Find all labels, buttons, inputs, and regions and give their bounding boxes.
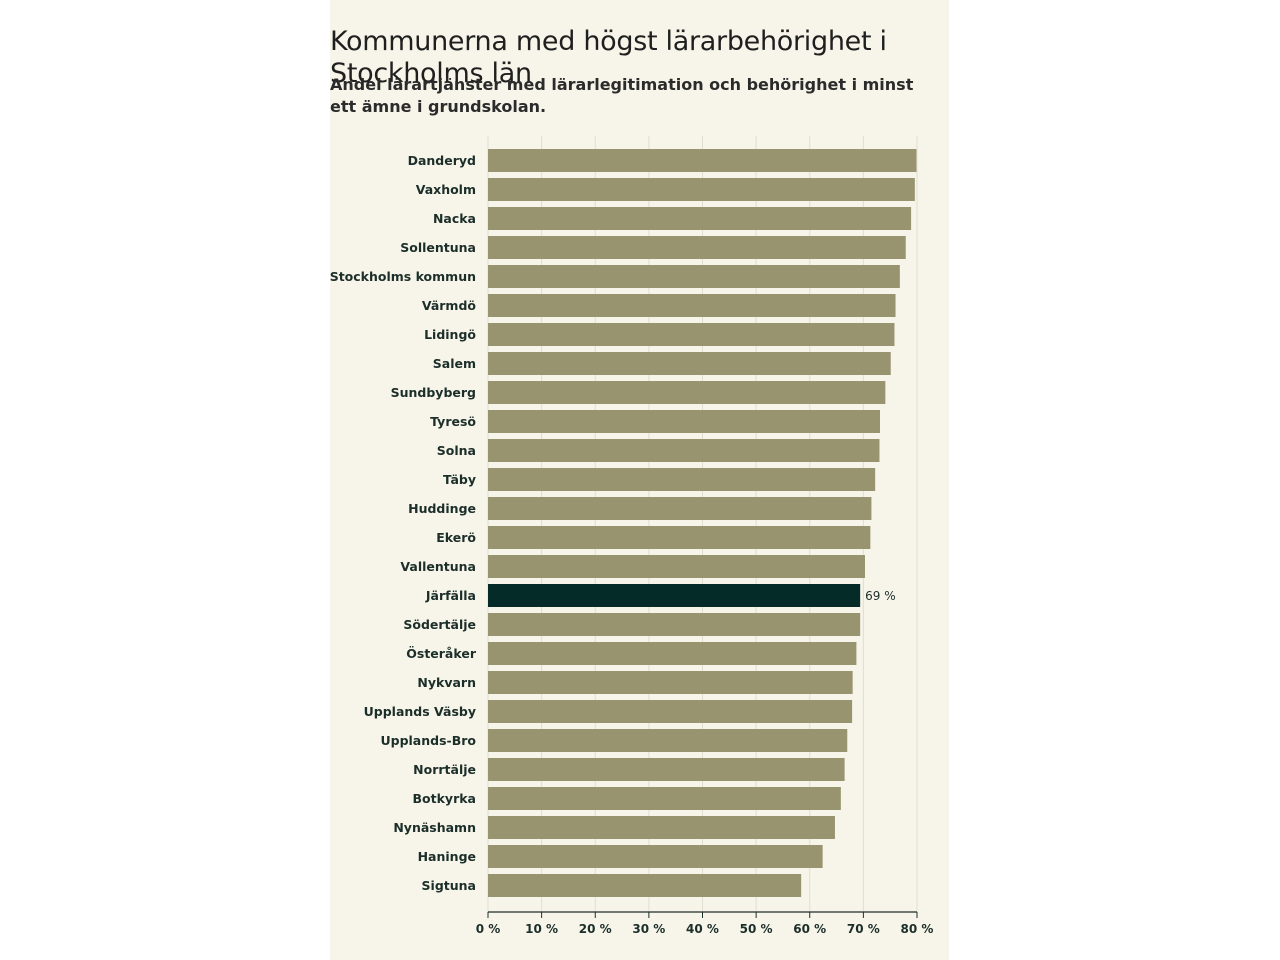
x-tick-label: 80 % xyxy=(901,922,934,936)
category-label: Vaxholm xyxy=(416,182,476,197)
category-labels: Danderyd Vaxholm Nacka Sollentuna Stockholms… xyxy=(330,153,896,893)
category-label: Nykvarn xyxy=(417,675,476,690)
category-label: Haninge xyxy=(418,849,476,864)
bar xyxy=(488,700,853,723)
category-label: Värmdö xyxy=(422,298,477,313)
bar xyxy=(488,671,853,694)
x-axis: 0 % 10 % 20 % 30 % 40 % 50 % 60 % 70 % 80 % xyxy=(476,911,934,936)
category-label: Lidingö xyxy=(424,327,476,342)
bar xyxy=(488,787,841,810)
bar xyxy=(488,265,900,288)
category-label: Upplands-Bro xyxy=(380,733,476,748)
category-label: Tyresö xyxy=(430,414,476,429)
bar xyxy=(488,816,835,839)
bar xyxy=(488,207,912,230)
bar xyxy=(488,294,896,317)
category-label: Täby xyxy=(443,472,476,487)
bar xyxy=(488,555,865,578)
x-tick-label: 50 % xyxy=(740,922,773,936)
bar xyxy=(488,526,871,549)
bar xyxy=(488,468,876,491)
x-tick-label: 20 % xyxy=(579,922,612,936)
bar xyxy=(488,352,891,375)
category-label: Huddinge xyxy=(408,501,476,516)
bar xyxy=(488,642,857,665)
x-tick-label: 60 % xyxy=(793,922,826,936)
bar xyxy=(488,410,880,433)
category-label: Upplands Väsby xyxy=(364,704,476,719)
bar xyxy=(488,758,845,781)
category-label: Södertälje xyxy=(403,617,476,632)
bar xyxy=(488,874,802,897)
bar xyxy=(488,381,886,404)
bar xyxy=(488,178,915,201)
bar xyxy=(488,149,917,172)
category-label: Nacka xyxy=(433,211,476,226)
category-label: Norrtälje xyxy=(413,762,476,777)
category-label: Vallentuna xyxy=(400,559,476,574)
category-label: Österåker xyxy=(406,646,477,661)
category-label: Solna xyxy=(437,443,476,458)
x-tick-label: 30 % xyxy=(632,922,665,936)
category-label: Salem xyxy=(433,356,476,371)
x-tick-label: 40 % xyxy=(686,922,719,936)
category-label: Järfälla xyxy=(425,588,476,603)
category-label: Sollentuna xyxy=(400,240,476,255)
chart-subtitle: Andel lärartjänster med lärarlegitimatio… xyxy=(330,75,914,116)
highlight-value-label: 69 % xyxy=(865,589,896,603)
category-label: Sigtuna xyxy=(422,878,476,893)
bar xyxy=(488,729,848,752)
x-tick-label: 70 % xyxy=(847,922,880,936)
bar xyxy=(488,236,906,259)
category-label: Stockholms kommun xyxy=(330,269,476,284)
category-label: Botkyrka xyxy=(413,791,476,806)
category-label: Sundbyberg xyxy=(391,385,476,400)
bars xyxy=(488,149,917,897)
category-label: Nynäshamn xyxy=(393,820,476,835)
x-tick-label: 0 % xyxy=(476,922,501,936)
category-label: Danderyd xyxy=(408,153,476,168)
bar xyxy=(488,845,823,868)
bar xyxy=(488,323,895,346)
x-tick-label: 10 % xyxy=(525,922,558,936)
bar xyxy=(488,613,861,636)
category-label: Ekerö xyxy=(436,530,476,545)
chart-title: Kommunerna med högst lärarbehörighet i S… xyxy=(330,26,887,90)
bar-highlight xyxy=(488,584,861,607)
bar xyxy=(488,439,880,462)
bar xyxy=(488,497,872,520)
